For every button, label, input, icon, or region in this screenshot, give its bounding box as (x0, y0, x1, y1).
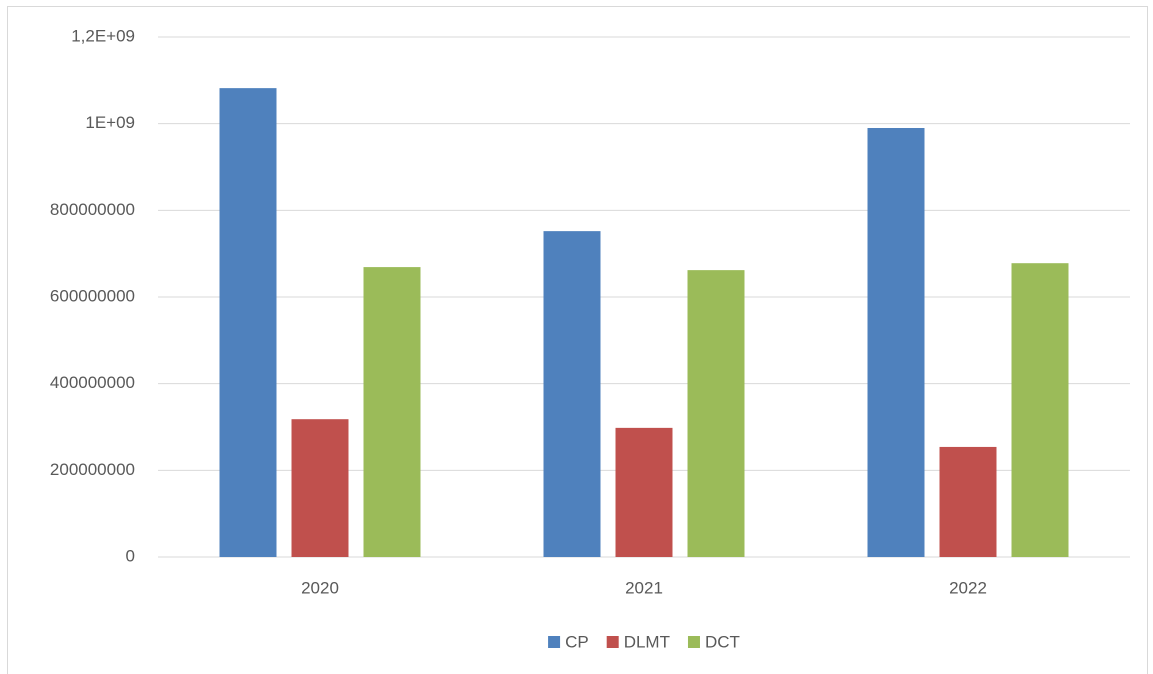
bar (291, 419, 349, 557)
y-tick-label: 1E+09 (85, 113, 135, 132)
y-tick-label: 0 (126, 546, 135, 565)
legend-swatch (606, 636, 619, 648)
bar (1011, 263, 1069, 557)
bar (615, 427, 673, 557)
y-tick-label: 400000000 (50, 373, 135, 392)
x-tick-label: 2020 (301, 578, 339, 597)
legend-label: DCT (705, 632, 740, 651)
chart-border (7, 6, 1148, 674)
legend-label: CP (565, 632, 589, 651)
legend-swatch (548, 636, 561, 648)
y-tick-label: 200000000 (50, 460, 135, 479)
bar (363, 267, 421, 557)
legend-label: DLMT (624, 632, 670, 651)
bar (939, 446, 997, 557)
y-tick-label: 1,2E+09 (71, 26, 135, 45)
legend-swatch (687, 636, 700, 648)
bar (867, 128, 925, 557)
y-tick-label: 600000000 (50, 286, 135, 305)
bar (219, 88, 277, 557)
x-tick-label: 2022 (949, 578, 987, 597)
bar (543, 231, 601, 557)
x-tick-label: 2021 (625, 578, 663, 597)
bar (687, 270, 745, 557)
y-tick-label: 800000000 (50, 200, 135, 219)
